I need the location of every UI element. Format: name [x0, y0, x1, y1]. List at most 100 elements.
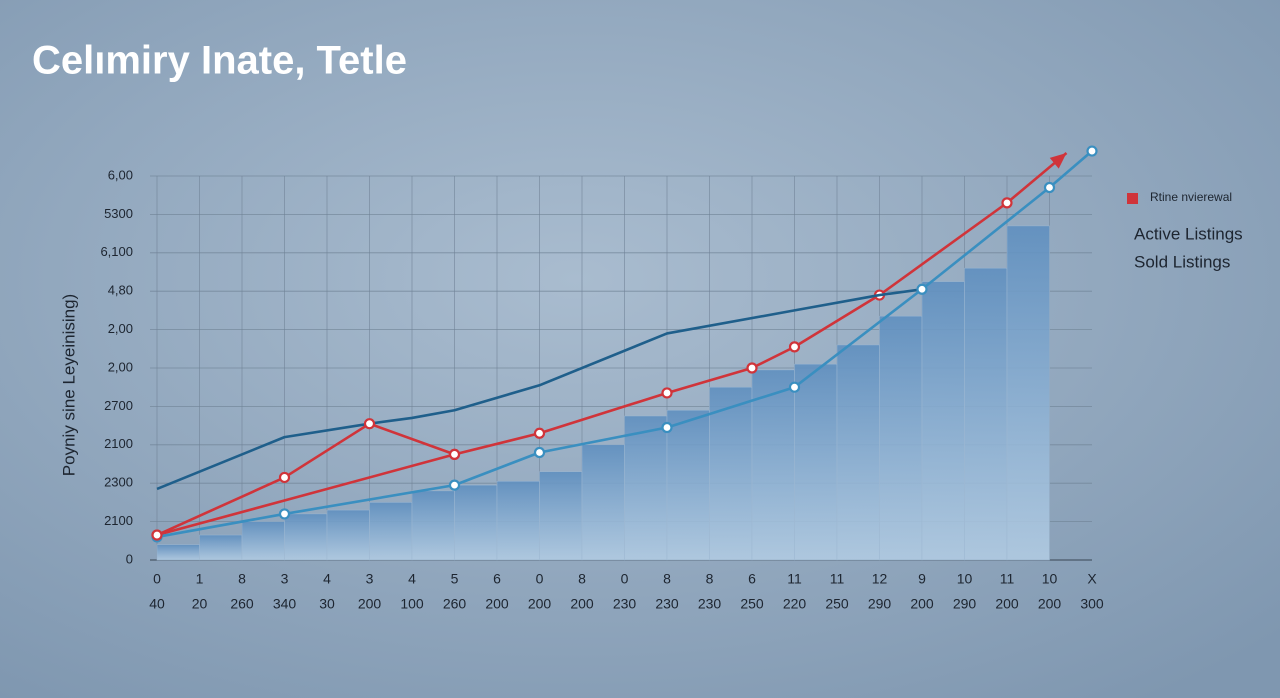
marker — [788, 381, 801, 393]
bar — [1006, 225, 1050, 561]
bar — [496, 481, 540, 561]
y-tick-label: 2700 — [104, 398, 133, 413]
x-tick-label: 10 — [1042, 571, 1058, 587]
x-tick-sublabel: 290 — [868, 596, 892, 612]
marker — [1043, 181, 1056, 194]
y-axis-label: Poyniy sine Leyeinising) — [59, 294, 78, 476]
x-tick-sublabel: 200 — [570, 596, 594, 612]
x-tick-sublabel: 200 — [995, 596, 1019, 612]
y-tick-label: 2100 — [104, 436, 133, 451]
legend-label: Sold Listings — [1134, 252, 1230, 271]
bar — [836, 344, 880, 561]
y-tick-label: 6,100 — [100, 244, 133, 259]
x-tick-label: 3 — [281, 571, 289, 587]
x-tick-sublabel: 200 — [485, 596, 509, 612]
bar — [454, 484, 498, 561]
x-tick-sublabel: 200 — [528, 596, 552, 612]
x-tick-sublabel: 340 — [273, 596, 297, 612]
marker — [363, 418, 376, 430]
bar — [964, 267, 1008, 561]
x-tick-label: 9 — [918, 571, 926, 587]
marker — [916, 283, 928, 295]
bar — [666, 409, 710, 561]
marker — [278, 508, 291, 520]
marker — [151, 529, 163, 541]
marker — [278, 471, 291, 484]
x-tick-label: 8 — [578, 571, 586, 587]
y-tick-label: 5300 — [104, 206, 133, 221]
bar — [581, 444, 625, 561]
x-tick-sublabel: 100 — [400, 596, 424, 612]
x-tick-label: 11 — [830, 571, 845, 587]
x-tick-sublabel: 40 — [149, 596, 165, 612]
x-tick-label: 5 — [451, 571, 459, 587]
bar — [539, 471, 583, 561]
y-tick-label: 2,00 — [108, 359, 133, 374]
bar — [879, 315, 923, 561]
x-tick-sublabel: 200 — [910, 596, 934, 612]
chart-title: Celımiry Inate, Tetle — [32, 39, 407, 83]
marker — [661, 387, 673, 399]
x-tick-sublabel: 230 — [655, 596, 679, 612]
x-tick-sublabel: 230 — [698, 596, 722, 612]
bar — [411, 490, 455, 561]
x-tick-sublabel: 260 — [443, 596, 467, 612]
bar — [369, 502, 413, 561]
legend-swatch — [1127, 193, 1138, 204]
bar — [794, 363, 838, 561]
legend-label: Active Listings — [1134, 224, 1243, 243]
marker — [746, 362, 758, 374]
x-tick-label: 0 — [536, 571, 544, 587]
x-tick-label: 8 — [706, 571, 714, 587]
bar — [156, 544, 200, 561]
x-tick-sublabel: 20 — [192, 596, 208, 612]
x-tick-label: 3 — [366, 571, 374, 587]
x-tick-label: 8 — [663, 571, 671, 587]
x-tick-sublabel: 250 — [740, 596, 764, 612]
x-tick-label: 10 — [957, 571, 973, 587]
x-tick-label: 8 — [238, 571, 246, 587]
marker — [661, 421, 673, 434]
bar — [921, 281, 965, 561]
x-tick-sublabel: 300 — [1080, 596, 1104, 612]
marker — [533, 427, 546, 439]
x-tick-label: 11 — [787, 571, 802, 587]
x-tick-label: 11 — [1000, 571, 1015, 587]
marker — [448, 448, 461, 460]
bar — [241, 521, 285, 561]
bar — [751, 369, 795, 561]
marker — [1001, 197, 1013, 209]
x-tick-label: 1 — [196, 571, 204, 587]
y-tick-label: 2100 — [104, 513, 133, 528]
line — [156, 287, 923, 491]
x-tick-sublabel: 290 — [953, 596, 977, 612]
x-tick-label: X — [1087, 571, 1097, 587]
y-tick-label: 2,00 — [108, 321, 133, 336]
y-tick-label: 4,80 — [108, 283, 133, 298]
legend-label: Rtine nvierewal — [1150, 190, 1232, 204]
bar — [326, 509, 370, 561]
x-tick-sublabel: 260 — [230, 596, 254, 612]
x-tick-label: 4 — [408, 571, 416, 587]
marker — [533, 446, 546, 459]
arrow-head — [1049, 152, 1067, 169]
x-tick-sublabel: 220 — [783, 596, 807, 612]
y-tick-label: 2300 — [104, 475, 133, 490]
x-tick-sublabel: 250 — [825, 596, 849, 612]
x-tick-label: 6 — [748, 571, 756, 587]
bar — [624, 415, 668, 561]
x-tick-sublabel: 200 — [358, 596, 382, 612]
x-tick-sublabel: 30 — [319, 596, 335, 612]
y-tick-label: 0 — [126, 551, 133, 566]
x-tick-label: 4 — [323, 571, 331, 587]
y-tick-label: 6,00 — [108, 167, 133, 182]
x-tick-label: 6 — [493, 571, 501, 587]
marker — [448, 479, 461, 491]
marker — [788, 341, 801, 353]
bar — [284, 513, 328, 561]
bar — [199, 534, 243, 561]
x-tick-label: 0 — [621, 571, 629, 587]
